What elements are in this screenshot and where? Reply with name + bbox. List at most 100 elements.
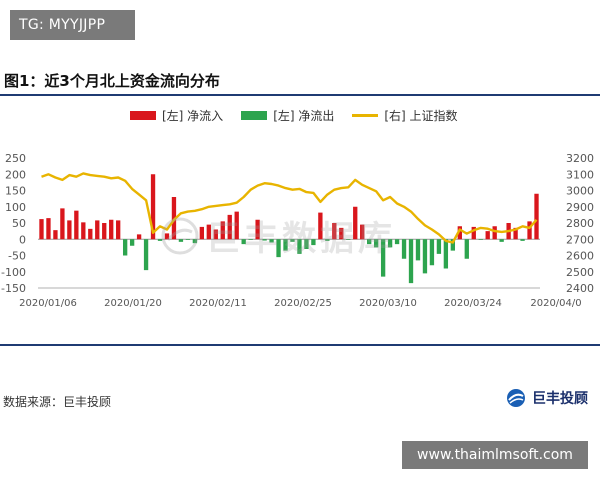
bar-outflow [415, 239, 421, 261]
brand-name: 巨丰投顾 [532, 391, 588, 407]
bar-outflow [157, 239, 163, 241]
chart-legend: [左] 净流入 [左] 净流出 [右] 上证指数 [130, 107, 458, 124]
y-right-tick-label: 2900 [566, 201, 594, 214]
bar-outflow [520, 239, 525, 241]
bar-outflow [325, 239, 330, 241]
bottom-rule [0, 344, 600, 346]
bar-outflow [346, 239, 351, 240]
capital-flow-chart: 250 200 150 100 50 0 -50 -100 -150 3200 3100 3000 29… [1, 152, 594, 309]
bar-outflow [464, 239, 469, 259]
bar-outflow [422, 239, 428, 274]
bar-inflow [39, 219, 44, 240]
bar-inflow [318, 212, 323, 240]
chart-x-ticks: 2020/01/06 2020/01/20 2020/02/11 2020/02/25… [19, 298, 581, 309]
bar-outflow [276, 239, 281, 258]
legend-label-index: [右] 上证指数 [384, 109, 458, 123]
site-tag: www.thaimlmsoft.com [402, 441, 588, 469]
bar-inflow [150, 174, 156, 240]
y-left-tick-label: -50 [8, 250, 26, 263]
bar-inflow [74, 210, 79, 240]
bar-outflow [192, 239, 198, 244]
bar-inflow [353, 206, 358, 240]
bar-inflow [109, 219, 114, 240]
index-line [41, 172, 538, 244]
bar-inflow [534, 193, 539, 240]
legend-item-inflow: [左] 净流入 [130, 107, 223, 124]
x-tick-label: 2020/03/10 [359, 298, 417, 309]
bar-outflow [429, 239, 435, 266]
y-right-tick-label: 3000 [566, 185, 594, 198]
y-right-tick-label: 2800 [566, 217, 594, 230]
bar-outflow [499, 239, 504, 242]
figure-title: 图1：近3个月北上资金流向分布 [4, 72, 220, 90]
top-rule [0, 94, 600, 96]
legend-item-outflow: [左] 净流出 [241, 107, 334, 124]
x-tick-label: 2020/01/06 [19, 298, 77, 309]
y-right-tick-label: 2600 [566, 250, 594, 263]
bar-inflow [206, 224, 211, 240]
legend-swatch-index [352, 114, 379, 117]
bar-outflow [373, 239, 379, 248]
bar-outflow [248, 239, 253, 240]
bar-inflow [60, 208, 65, 240]
bar-outflow [262, 239, 267, 241]
brand-logo-block: 巨丰投顾 [506, 388, 588, 408]
y-right-tick-label: 3200 [566, 152, 594, 165]
bar-outflow [178, 239, 184, 242]
bar-outflow [380, 239, 386, 277]
bar-inflow [234, 211, 239, 240]
y-left-tick-label: 150 [5, 185, 26, 198]
bar-inflow [485, 231, 490, 240]
bar-inflow [164, 233, 170, 240]
bar-inflow [67, 220, 72, 240]
x-tick-label: 2020/03/24 [444, 298, 502, 309]
bar-inflow [46, 218, 51, 240]
bar-outflow [436, 239, 442, 254]
y-left-tick-label: 50 [12, 217, 26, 230]
legend-swatch-outflow [241, 111, 268, 120]
legend-item-index: [右] 上证指数 [352, 107, 458, 124]
bar-inflow [492, 226, 497, 240]
bar-outflow [304, 239, 309, 249]
bar-outflow [408, 239, 414, 284]
y-right-tick-label: 2700 [566, 233, 594, 246]
y-left-tick-label: 250 [5, 152, 26, 165]
brand-logo-icon [507, 389, 525, 407]
bar-outflow [283, 239, 288, 251]
bar-outflow [269, 239, 274, 243]
x-tick-label: 2020/02/25 [274, 298, 332, 309]
chart-index-line-group [41, 172, 538, 244]
bar-outflow [311, 239, 316, 246]
legend-label-inflow: [左] 净流入 [162, 109, 224, 123]
bar-outflow [443, 239, 449, 269]
bar-inflow [220, 221, 225, 240]
legend-label-outflow: [左] 净流出 [273, 109, 335, 123]
y-right-tick-label: 2500 [566, 266, 594, 279]
y-left-tick-label: 100 [5, 201, 26, 214]
y-right-tick-label: 2400 [566, 282, 594, 295]
bar-inflow [527, 221, 532, 240]
bar-outflow [129, 239, 135, 246]
bar-outflow [241, 239, 246, 245]
bar-inflow [339, 227, 344, 240]
bar-inflow [255, 219, 260, 240]
bar-inflow [471, 226, 476, 240]
x-tick-label: 2020/01/20 [104, 298, 162, 309]
x-tick-label: 2020/04/0 [530, 298, 581, 309]
x-tick-label: 2020/02/11 [189, 298, 247, 309]
chart-axes: 250 200 150 100 50 0 -50 -100 -150 3200 3100 3000 29… [1, 152, 594, 295]
bar-outflow [143, 239, 149, 271]
bar-inflow [213, 229, 218, 240]
y-left-tick-label: 200 [5, 168, 26, 181]
legend-swatch-inflow [130, 111, 156, 120]
y-right-tick-label: 3100 [566, 168, 594, 181]
bar-inflow [360, 224, 365, 240]
bar-inflow [199, 226, 205, 240]
bar-inflow [332, 223, 337, 240]
bar-outflow [290, 239, 295, 242]
bar-inflow [53, 230, 58, 240]
y-left-tick-label: -100 [1, 266, 26, 279]
bar-outflow [478, 239, 483, 240]
bar-outflow [367, 239, 372, 245]
bar-inflow [171, 197, 177, 240]
